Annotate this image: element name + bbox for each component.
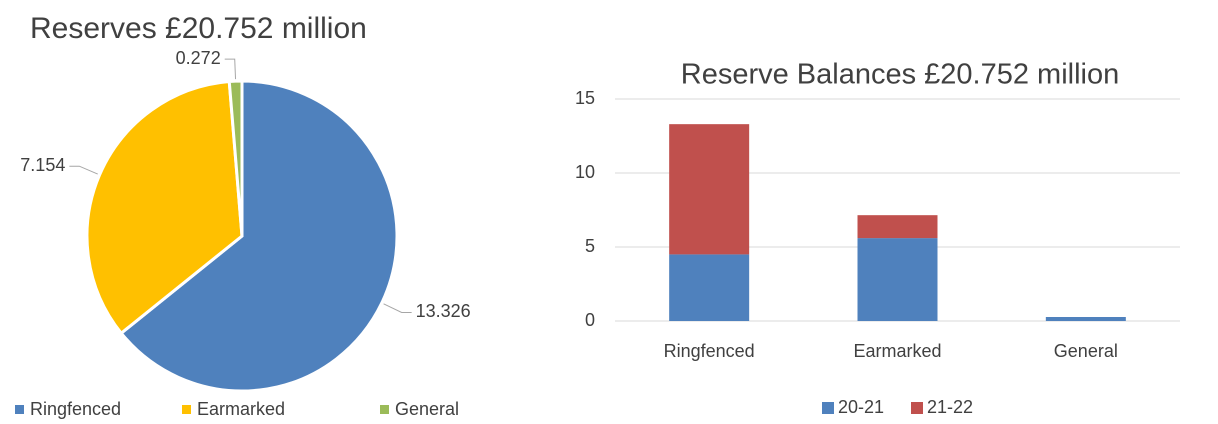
leader-line	[383, 303, 412, 313]
legend-swatch	[380, 405, 389, 414]
data-label: 7.154	[20, 155, 65, 175]
y-tick-label: 10	[575, 162, 595, 182]
bar	[857, 238, 938, 321]
bar	[669, 254, 750, 321]
pie-slice	[227, 79, 244, 237]
legend-label: Ringfenced	[30, 399, 121, 419]
x-tick-label: Ringfenced	[664, 341, 755, 361]
legend-swatch	[911, 402, 923, 414]
pie-title: Reserves £20.752 million	[30, 12, 367, 45]
legend-label: 20-21	[838, 397, 884, 417]
pie-slice	[119, 79, 399, 393]
leader-line	[224, 58, 237, 80]
leader-line	[69, 165, 98, 175]
y-tick-label: 15	[575, 88, 595, 108]
bar	[1045, 317, 1126, 321]
legend-swatch	[15, 405, 24, 414]
x-tick-label: General	[1054, 341, 1118, 361]
x-tick-label: Earmarked	[853, 341, 941, 361]
data-label: 13.326	[416, 301, 471, 321]
y-tick-label: 5	[585, 236, 595, 256]
bar	[857, 215, 938, 239]
y-tick-label: 0	[585, 310, 595, 330]
legend-swatch	[182, 405, 191, 414]
bar-title: Reserve Balances £20.752 million	[681, 59, 1119, 91]
legend-label: Earmarked	[197, 399, 285, 419]
legend-label: 21-22	[927, 397, 973, 417]
bar	[669, 124, 750, 255]
legend-swatch	[822, 402, 834, 414]
pie-slice	[85, 79, 244, 336]
legend-label: General	[395, 399, 459, 419]
data-label: 0.272	[176, 48, 221, 68]
